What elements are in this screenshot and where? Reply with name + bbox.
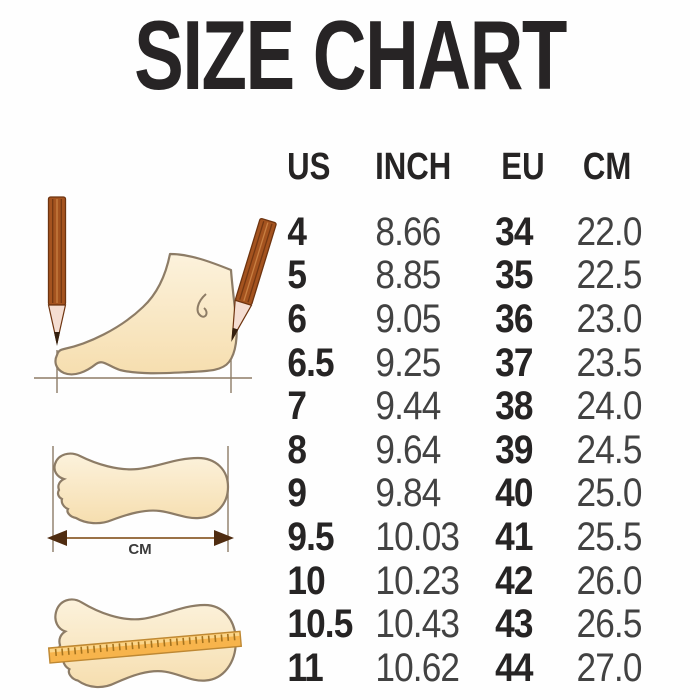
page-title: SIZE CHART (134, 0, 567, 110)
cell-us: 9.5 (287, 514, 334, 559)
cell-inch: 10.23 (375, 558, 460, 603)
size-table-body: 4 8.66 34 22.0 5 8.85 35 22.5 6 9.05 36 23.0 6.5 9.25… (283, 210, 673, 690)
cell-inch: 8.85 (375, 253, 441, 298)
cell-eu: 39 (495, 427, 533, 472)
cell-inch: 9.05 (375, 296, 441, 341)
cell-cm: 23.0 (576, 296, 643, 341)
cell-cm: 25.0 (576, 471, 643, 516)
table-header-row: US INCH EU CM (283, 142, 673, 192)
header-cell-cm: CM (582, 145, 632, 188)
cell-inch: 8.66 (375, 209, 441, 254)
cell-us: 10 (287, 558, 325, 603)
pencil-right-icon (231, 217, 277, 343)
cell-eu: 34 (495, 209, 533, 254)
cell-eu: 40 (495, 471, 533, 516)
cell-cm: 25.5 (576, 514, 643, 559)
header-cell-us: US (287, 145, 331, 188)
cell-eu: 38 (495, 384, 533, 429)
cell-inch: 9.64 (375, 427, 441, 472)
cell-inch: 10.62 (375, 645, 460, 690)
footprint-length-arrow-icon: CM (47, 446, 234, 558)
footprint-outline (53, 452, 230, 525)
ruler-icon (47, 630, 243, 664)
table-row: 9.5 10.03 41 25.5 (283, 515, 673, 559)
table-row: 8 9.64 39 24.5 (283, 428, 673, 472)
cell-inch: 9.84 (375, 471, 441, 516)
cell-eu: 43 (495, 602, 533, 647)
table-row: 10 10.23 42 26.0 (283, 559, 673, 603)
cell-cm: 26.0 (576, 558, 643, 603)
table-row: 10.5 10.43 43 26.5 (283, 602, 673, 646)
size-chart-table: US INCH EU CM 4 8.66 34 22.0 5 8.85 35 22.5 6 9.0… (283, 142, 673, 690)
cell-cm: 22.5 (576, 253, 643, 298)
cell-eu: 44 (495, 645, 533, 690)
header-cell-eu: EU (501, 145, 545, 188)
ankle-crease (196, 293, 208, 318)
cell-inch: 9.44 (375, 384, 441, 429)
measure-guide-lines (52, 446, 229, 552)
table-row: 11 10.62 44 27.0 (283, 646, 673, 690)
table-row: 7 9.44 38 24.0 (283, 384, 673, 428)
cell-us: 4 (287, 209, 307, 254)
cell-cm: 22.0 (576, 209, 643, 254)
cell-inch: 9.25 (375, 340, 441, 385)
cm-label: CM (128, 541, 151, 558)
foot-side-between-pencils-icon (34, 196, 277, 393)
cell-cm: 24.0 (576, 384, 643, 429)
foot-side-outline (54, 252, 238, 376)
cell-eu: 35 (495, 253, 533, 298)
footprint-with-ruler-icon (47, 598, 243, 689)
table-row: 9 9.84 40 25.0 (283, 472, 673, 516)
cell-cm: 24.5 (576, 427, 643, 472)
cell-us: 10.5 (287, 602, 353, 647)
cell-us: 8 (287, 427, 307, 472)
cell-us: 7 (287, 384, 307, 429)
cell-us: 6 (287, 296, 307, 341)
cell-eu: 42 (495, 558, 533, 603)
table-row: 4 8.66 34 22.0 (283, 210, 673, 254)
cell-eu: 36 (495, 296, 533, 341)
cell-eu: 41 (495, 514, 533, 559)
cell-us: 5 (287, 253, 307, 298)
cell-us: 11 (287, 645, 323, 690)
cell-inch: 10.43 (375, 602, 460, 647)
cell-us: 6.5 (287, 340, 334, 385)
table-row: 6.5 9.25 37 23.5 (283, 341, 673, 385)
title-wrap: SIZE CHART (0, 0, 700, 110)
cell-eu: 37 (495, 340, 533, 385)
cell-cm: 26.5 (576, 602, 643, 647)
length-arrow (47, 530, 234, 546)
pencil-left-icon (47, 196, 67, 346)
table-row: 6 9.05 36 23.0 (283, 297, 673, 341)
table-row: 5 8.85 35 22.5 (283, 254, 673, 298)
cell-cm: 27.0 (576, 645, 643, 690)
cell-us: 9 (287, 471, 307, 516)
header-cell-inch: INCH (375, 145, 452, 188)
cell-cm: 23.5 (576, 340, 643, 385)
cell-inch: 10.03 (375, 514, 460, 559)
